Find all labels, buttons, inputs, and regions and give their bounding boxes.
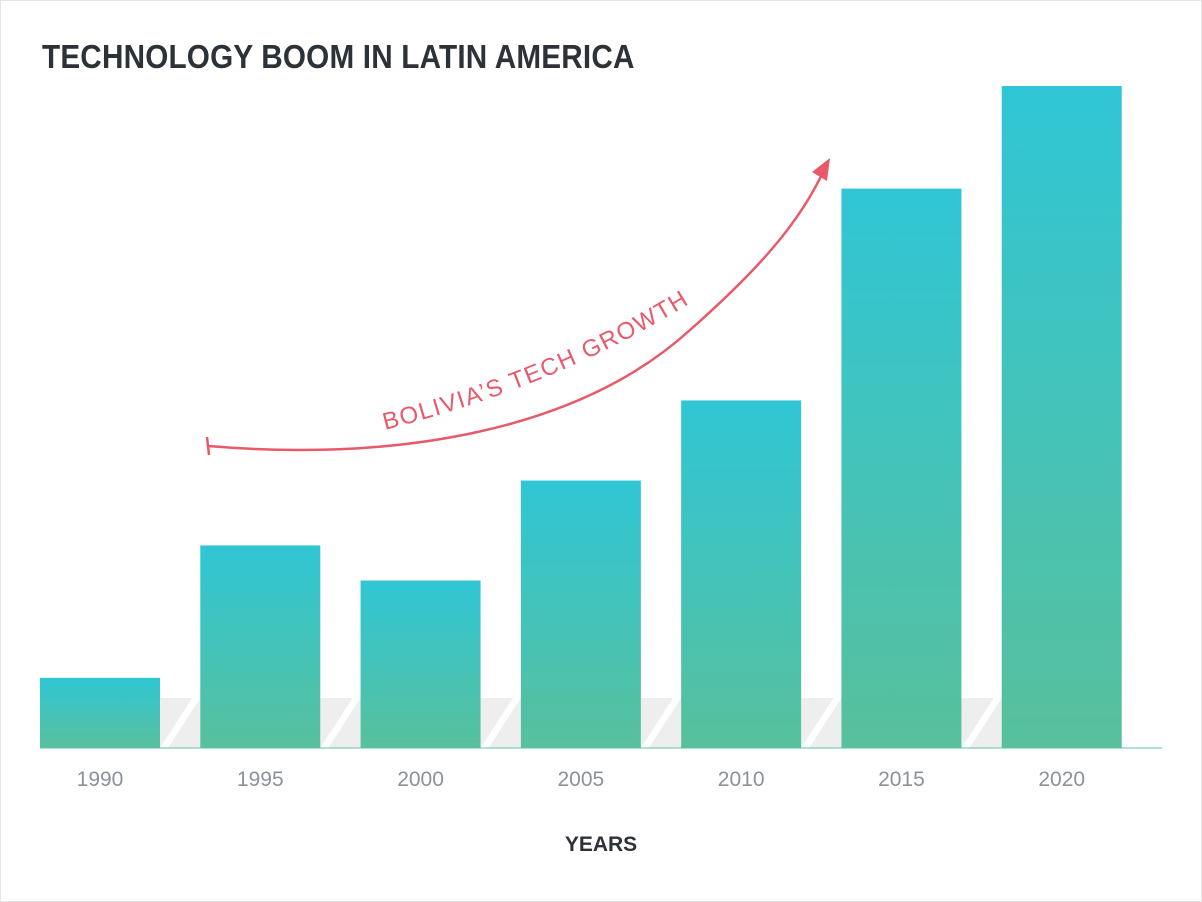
band-segment-diagonal bbox=[640, 698, 682, 748]
growth-arrow-head bbox=[812, 158, 830, 181]
bar-1990 bbox=[40, 677, 160, 748]
bar-1995 bbox=[200, 545, 321, 748]
x-tick-label: 2000 bbox=[397, 768, 444, 791]
baseline-band bbox=[40, 698, 1162, 749]
x-axis-title: YEARS bbox=[564, 833, 638, 856]
chart-title: TECHNOLOGY BOOM IN LATIN AMERICA bbox=[42, 38, 635, 75]
x-tick-label: 1990 bbox=[77, 768, 124, 791]
x-tick-label: 2020 bbox=[1038, 768, 1085, 791]
band-segment-diagonal bbox=[961, 698, 1002, 748]
bar-2020 bbox=[1001, 86, 1122, 748]
band-segment-diagonal bbox=[320, 698, 361, 748]
bar-2015 bbox=[841, 188, 962, 749]
growth-annotation-text: BOLIVIA’S TECH GROWTH bbox=[380, 285, 692, 436]
x-tick-label: 1995 bbox=[237, 768, 284, 791]
x-tick-label: 2010 bbox=[718, 768, 765, 791]
growth-arrow bbox=[207, 169, 826, 452]
x-tick-label: 2005 bbox=[557, 768, 604, 791]
growth-arrow-tail bbox=[205, 436, 211, 456]
x-tick-label: 2015 bbox=[878, 768, 925, 791]
bar-2005 bbox=[520, 480, 641, 748]
growth-annotation-label: BOLIVIA’S TECH GROWTH bbox=[380, 285, 694, 436]
x-tick-labels: 1990 1995 2000 2005 2010 2015 2020 bbox=[77, 768, 1085, 791]
bar-2000 bbox=[360, 580, 481, 748]
band-segment-diagonal bbox=[801, 698, 842, 748]
band-segment-diagonal bbox=[160, 698, 201, 748]
bar-2010 bbox=[681, 400, 802, 748]
band-segment-diagonal bbox=[480, 698, 521, 748]
bars bbox=[40, 86, 1122, 749]
